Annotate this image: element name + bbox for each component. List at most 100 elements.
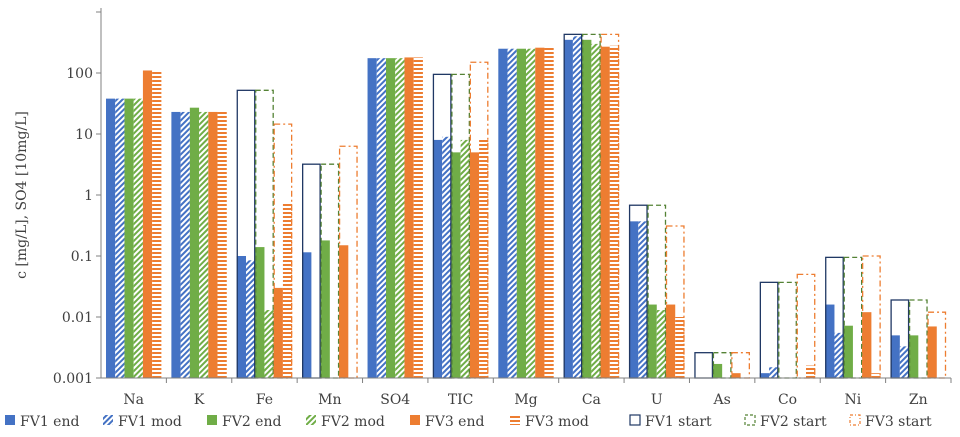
bar-fv3-mod (544, 47, 554, 379)
legend-swatch (103, 415, 113, 425)
legend-item-fv1-start[interactable]: FV1 start (629, 414, 712, 430)
bar-fv1-mod (507, 48, 517, 379)
legend-swatch (510, 415, 520, 425)
category-labels: Na K Fe Mn SO4 TIC Mg Ca U As Co Ni Zn (123, 378, 952, 408)
bar-fv1-end (302, 252, 312, 378)
legend-item-fv2-start[interactable]: FV2 start (744, 414, 827, 430)
bar-fv1-end (236, 256, 246, 378)
bar-fv3-mod (217, 111, 227, 378)
bar-fv1-end (890, 335, 900, 378)
legend-swatch (744, 414, 756, 426)
bar-fv2-end (255, 247, 265, 378)
y-axis-title: c [mg/L], SO4 [10mg/L] (14, 111, 30, 279)
bar-fv1-mod (769, 367, 779, 378)
bar-fv1-start (694, 352, 714, 379)
bar-fv2-mod (591, 43, 601, 379)
bar-fv3-end (600, 46, 610, 379)
legend-label: FV1 start (645, 414, 712, 430)
x-tick-label: Na (123, 392, 144, 408)
x-tick-label: Zn (909, 392, 928, 408)
bar-fv2-end (451, 152, 461, 378)
legend-label: FV2 mod (321, 414, 385, 430)
bar-fv3-end (339, 245, 349, 378)
legend-item-fv1-mod[interactable]: FV1 mod (103, 414, 182, 430)
legend-item-fv3-start[interactable]: FV3 start (849, 414, 932, 430)
legend-swatch (306, 415, 316, 425)
legend-swatch (410, 415, 420, 425)
x-tick-label: As (713, 392, 731, 408)
bar-fv2-end (843, 325, 853, 378)
bar-fv2-end (320, 240, 330, 378)
bar-fv2-mod (133, 98, 143, 378)
bar-fv1-mod (246, 260, 256, 378)
bar-fv3-mod (609, 45, 620, 378)
bar-fv1-end (759, 373, 770, 378)
bar-fv1-mod (572, 36, 583, 378)
x-tick-label: K (194, 392, 205, 408)
legend-label: FV3 start (865, 414, 932, 430)
bar-fv1-end (498, 48, 508, 379)
legend-item-fv2-end[interactable]: FV2 end (207, 414, 281, 430)
bar-fv1-start (759, 281, 779, 379)
bar-fv1-mod (180, 111, 190, 378)
bar-fv1-end (629, 221, 639, 378)
bar-fv1-mod (899, 346, 910, 378)
bar-fv3-mod (413, 57, 423, 378)
bar-fv2-end (516, 48, 526, 379)
legend-item-fv1-end[interactable]: FV1 end (5, 414, 79, 430)
bar-fv3-end (535, 47, 545, 379)
bar-fv3-mod (675, 317, 685, 378)
x-tick-label: U (651, 392, 663, 408)
x-tick-label: Mg (514, 392, 537, 408)
bar-fv3-end (208, 111, 218, 378)
y-tick-label: 0.001 (53, 371, 93, 387)
bar-fv3-mod (806, 365, 816, 378)
legend-item-fv3-end[interactable]: FV3 end (410, 414, 484, 430)
legend-label: FV3 mod (525, 414, 589, 430)
legend-label: FV2 start (760, 414, 827, 430)
bar-fv3-end (666, 304, 676, 378)
bar-fv3-end (142, 70, 153, 379)
legend-swatch (629, 414, 641, 426)
x-tick-label: SO4 (380, 392, 410, 408)
x-tick-label: Ni (845, 392, 862, 408)
legend-item-fv2-mod[interactable]: FV2 mod (306, 414, 385, 430)
bar-fv2-mod (395, 58, 405, 378)
bar-fv2-mod (526, 48, 536, 379)
bar-fv1-end (367, 58, 377, 378)
bars (106, 33, 947, 379)
bar-fv2-end (124, 98, 134, 378)
legend-label: FV2 end (222, 414, 281, 430)
bar-fv3-end (927, 326, 937, 378)
legend[interactable]: FV1 end FV1 mod FV2 end FV2 mod FV3 end FV3 m… (5, 414, 932, 430)
bar-fv1-end (171, 111, 181, 378)
bar-fv1-end (106, 98, 116, 378)
y-axis-ticks: 0.001 0.01 0.1 1 10 100 (53, 11, 101, 387)
legend-label: FV1 end (20, 414, 79, 430)
bar-fv1-end (432, 139, 443, 378)
bar-fv2-mod (460, 139, 470, 378)
bar-fv1-mod (115, 98, 125, 378)
bar-fv3-mod (479, 139, 489, 378)
x-tick-label: Fe (256, 392, 273, 408)
y-tick-label: 10 (75, 127, 93, 143)
legend-swatch (849, 414, 861, 426)
bar-fv3-end (404, 57, 414, 378)
bar-fv1-end (563, 39, 573, 378)
bar-fv2-end (189, 107, 200, 378)
bar-fv3-end (731, 373, 741, 378)
bar-fv1-mod (442, 136, 452, 378)
legend-swatch (5, 415, 15, 425)
bar-fv1-mod (834, 332, 844, 378)
axes (100, 8, 951, 379)
legend-swatch (207, 415, 217, 425)
bar-fv2-mod (199, 111, 209, 378)
bar-fv2-end (909, 335, 919, 378)
bar-fv2-mod (656, 310, 666, 378)
y-tick-label: 100 (66, 66, 93, 82)
y-tick-label: 1 (84, 188, 93, 204)
bar-fv3-end (862, 312, 872, 378)
legend-item-fv3-mod[interactable]: FV3 mod (510, 414, 589, 430)
y-tick-label: 0.01 (62, 310, 93, 326)
